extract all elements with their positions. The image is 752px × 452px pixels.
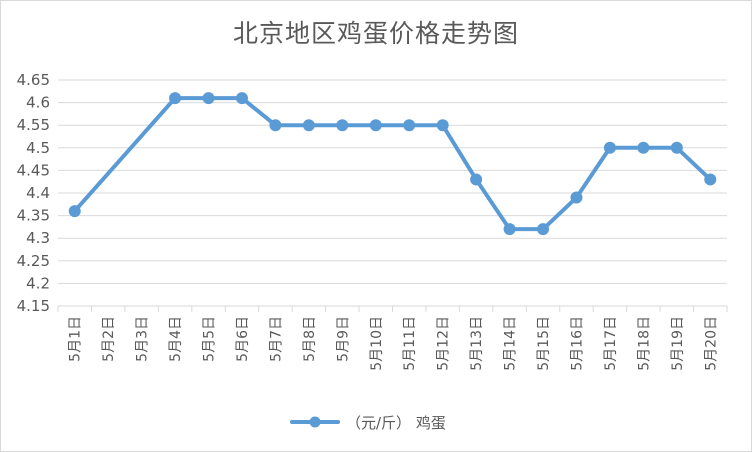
x-tick-label: 5月13日 bbox=[469, 316, 485, 371]
legend: （元/斤） 鸡蛋 bbox=[290, 414, 446, 432]
data-point bbox=[537, 223, 550, 236]
legend-label: （元/斤） 鸡蛋 bbox=[346, 414, 446, 432]
y-tick-label: 4.4 bbox=[26, 184, 50, 202]
y-tick-label: 4.55 bbox=[17, 116, 50, 134]
y-tick-label: 4.15 bbox=[17, 297, 50, 315]
y-tick-label: 4.5 bbox=[26, 139, 50, 157]
x-tick-label: 5月5日 bbox=[202, 316, 218, 362]
y-tick-label: 4.6 bbox=[26, 94, 50, 112]
data-point bbox=[503, 223, 516, 236]
y-tick-label: 4.2 bbox=[26, 274, 50, 292]
chart-title: 北京地区鸡蛋价格走势图 bbox=[232, 19, 519, 48]
data-point bbox=[269, 119, 282, 132]
data-point bbox=[470, 173, 483, 186]
x-tick-label: 5月15日 bbox=[536, 316, 552, 371]
data-point bbox=[68, 205, 81, 218]
x-tick-label: 5月2日 bbox=[101, 316, 117, 362]
data-point bbox=[570, 191, 583, 204]
x-tick-label: 5月19日 bbox=[670, 316, 686, 371]
y-tick-label: 4.45 bbox=[17, 161, 50, 179]
x-tick-label: 5月7日 bbox=[268, 316, 284, 362]
y-tick-label: 4.65 bbox=[17, 71, 50, 89]
x-axis-ticks bbox=[57, 306, 728, 312]
y-axis-labels: 4.65 4.6 4.55 4.5 4.45 4.4 4.35 4.3 4.25 4.2 4.15 bbox=[17, 71, 50, 315]
data-point bbox=[603, 141, 616, 154]
data-point bbox=[637, 141, 650, 154]
data-point bbox=[169, 92, 182, 105]
x-tick-label: 5月12日 bbox=[436, 316, 452, 371]
gridlines bbox=[58, 79, 727, 307]
x-tick-label: 5月6日 bbox=[235, 316, 251, 362]
x-tick-label: 5月3日 bbox=[135, 316, 151, 362]
y-tick-label: 4.25 bbox=[17, 252, 50, 270]
data-point bbox=[302, 119, 315, 132]
x-tick-label: 5月14日 bbox=[503, 316, 519, 371]
y-tick-label: 4.3 bbox=[26, 229, 50, 247]
data-point bbox=[336, 119, 349, 132]
x-tick-label: 5月4日 bbox=[168, 316, 184, 362]
series-layer bbox=[68, 92, 717, 236]
x-tick-label: 5月1日 bbox=[68, 316, 84, 362]
x-tick-label: 5月11日 bbox=[402, 316, 418, 371]
x-tick-label: 5月9日 bbox=[335, 316, 351, 362]
data-point bbox=[670, 141, 683, 154]
x-tick-label: 5月16日 bbox=[569, 316, 585, 371]
data-point bbox=[235, 92, 248, 105]
x-tick-label: 5月17日 bbox=[603, 316, 619, 371]
data-point bbox=[436, 119, 449, 132]
series-line bbox=[72, 96, 713, 232]
x-tick-label: 5月18日 bbox=[636, 316, 652, 371]
x-tick-label: 5月20日 bbox=[703, 316, 719, 371]
data-point bbox=[369, 119, 382, 132]
x-axis-labels: 5月1日 5月2日 5月3日 5月4日 5月5日 5月6日 5月7日 5月8日 5月9日 5月10… bbox=[68, 316, 720, 371]
data-point bbox=[403, 119, 416, 132]
y-tick-label: 4.35 bbox=[17, 207, 50, 225]
legend-marker bbox=[309, 416, 321, 428]
data-point bbox=[704, 173, 717, 186]
data-point bbox=[202, 92, 215, 105]
x-tick-label: 5月10日 bbox=[369, 316, 385, 371]
x-tick-label: 5月8日 bbox=[302, 316, 318, 362]
